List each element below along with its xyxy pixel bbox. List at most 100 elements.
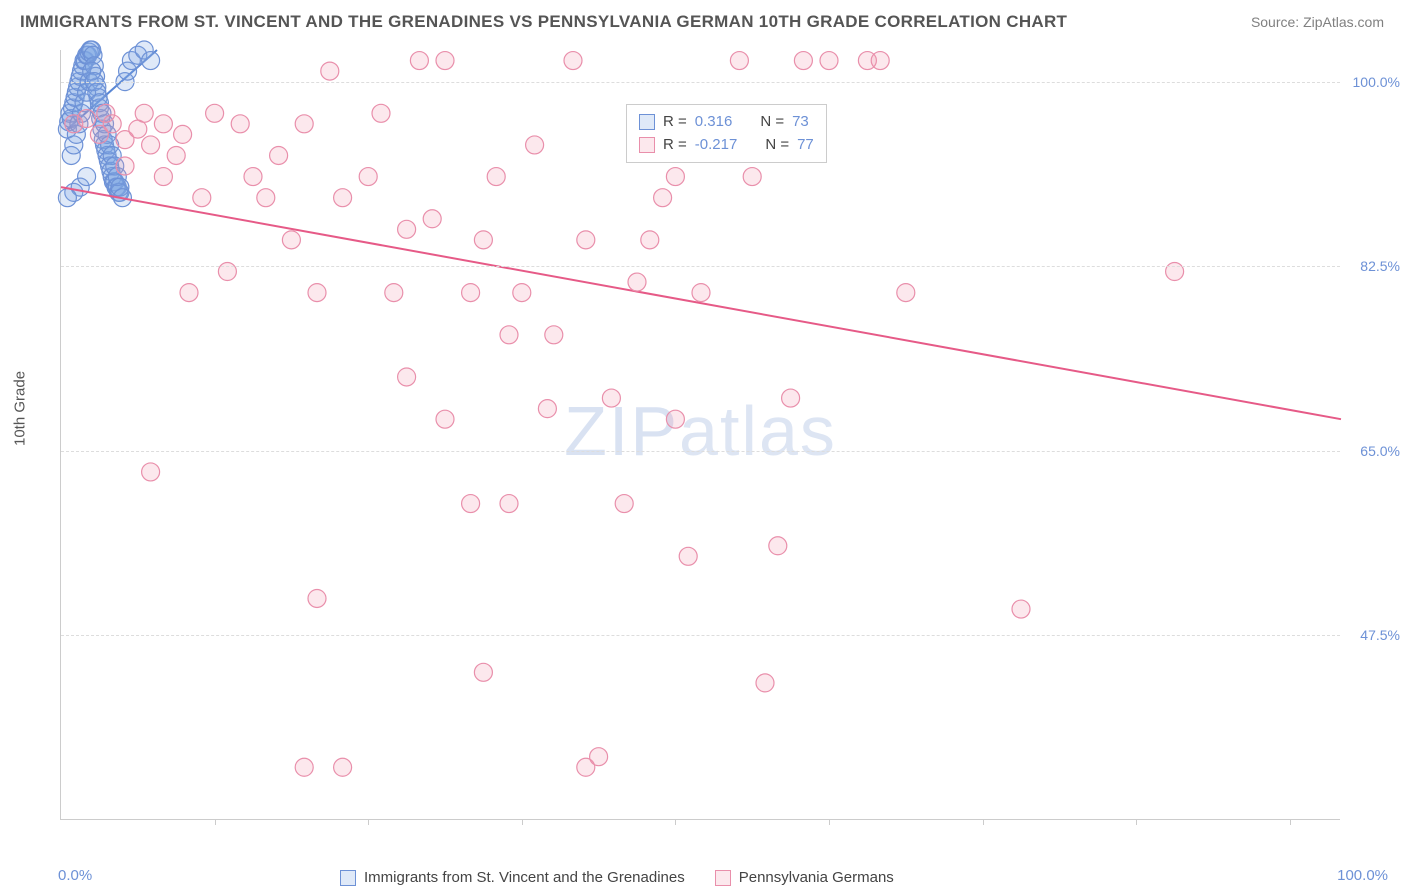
r-label: R = (663, 134, 687, 157)
data-point (769, 537, 787, 555)
data-point (78, 110, 96, 128)
legend-swatch (639, 114, 655, 130)
correlation-chart: IMMIGRANTS FROM ST. VINCENT AND THE GREN… (0, 0, 1406, 892)
data-point (474, 231, 492, 249)
data-point (564, 52, 582, 70)
data-point (462, 495, 480, 513)
chart-title: IMMIGRANTS FROM ST. VINCENT AND THE GREN… (20, 12, 1067, 32)
data-point (193, 189, 211, 207)
x-tick (1290, 819, 1291, 825)
data-point (590, 748, 608, 766)
n-label: N = (765, 134, 789, 157)
data-point (897, 284, 915, 302)
gridline (61, 82, 1340, 83)
data-point (321, 62, 339, 80)
data-point (462, 284, 480, 302)
plot-svg (61, 50, 1340, 819)
legend-label: Immigrants from St. Vincent and the Gren… (364, 869, 685, 886)
data-point (142, 52, 160, 70)
data-point (334, 189, 352, 207)
data-point (142, 463, 160, 481)
x-tick (368, 819, 369, 825)
legend-swatch (340, 870, 356, 886)
data-point (423, 210, 441, 228)
legend-swatch (715, 870, 731, 886)
data-point (513, 284, 531, 302)
data-point (385, 284, 403, 302)
legend-item: Pennsylvania Germans (715, 869, 894, 886)
x-axis-min-label: 0.0% (58, 867, 92, 884)
y-tick-label: 100.0% (1345, 74, 1400, 90)
data-point (257, 189, 275, 207)
data-point (174, 125, 192, 143)
data-point (871, 52, 889, 70)
data-point (206, 104, 224, 122)
n-value: 73 (792, 111, 809, 134)
data-point (218, 263, 236, 281)
legend-correlation: R =0.316N =73R =-0.217N =77 (626, 104, 827, 163)
plot-area: ZIPatlas R =0.316N =73R =-0.217N =77 47.… (60, 50, 1340, 820)
data-point (500, 495, 518, 513)
x-tick (1136, 819, 1137, 825)
data-point (436, 410, 454, 428)
data-point (180, 284, 198, 302)
data-point (410, 52, 428, 70)
data-point (602, 389, 620, 407)
x-tick (829, 819, 830, 825)
legend-series: Immigrants from St. Vincent and the Gren… (340, 869, 894, 886)
data-point (359, 168, 377, 186)
data-point (308, 589, 326, 607)
gridline (61, 266, 1340, 267)
y-tick-label: 82.5% (1345, 258, 1400, 274)
r-value: -0.217 (695, 134, 738, 157)
data-point (372, 104, 390, 122)
legend-row: R = -0.217 N = 77 (639, 134, 814, 157)
data-point (1166, 263, 1184, 281)
n-label: N = (760, 111, 784, 134)
data-point (270, 146, 288, 164)
data-point (97, 104, 115, 122)
legend-item: Immigrants from St. Vincent and the Gren… (340, 869, 685, 886)
legend-row: R = 0.316 N = 73 (639, 111, 814, 134)
gridline (61, 451, 1340, 452)
data-point (58, 189, 76, 207)
data-point (794, 52, 812, 70)
data-point (730, 52, 748, 70)
data-point (78, 168, 96, 186)
y-tick-label: 47.5% (1345, 627, 1400, 643)
r-value: 0.316 (695, 111, 733, 134)
data-point (154, 168, 172, 186)
n-value: 77 (797, 134, 814, 157)
x-axis-max-label: 100.0% (1337, 867, 1388, 884)
data-point (679, 547, 697, 565)
trend-line (61, 187, 1341, 419)
data-point (615, 495, 633, 513)
data-point (334, 758, 352, 776)
y-tick-label: 65.0% (1345, 443, 1400, 459)
data-point (820, 52, 838, 70)
data-point (641, 231, 659, 249)
data-point (436, 52, 454, 70)
x-tick (522, 819, 523, 825)
data-point (116, 157, 134, 175)
x-tick (983, 819, 984, 825)
data-point (308, 284, 326, 302)
r-label: R = (663, 111, 687, 134)
data-point (756, 674, 774, 692)
x-tick (215, 819, 216, 825)
gridline (61, 635, 1340, 636)
data-point (474, 663, 492, 681)
data-point (295, 758, 313, 776)
x-tick (675, 819, 676, 825)
data-point (135, 104, 153, 122)
data-point (666, 168, 684, 186)
data-point (398, 368, 416, 386)
y-axis-title: 10th Grade (12, 371, 29, 446)
data-point (244, 168, 262, 186)
data-point (154, 115, 172, 133)
data-point (142, 136, 160, 154)
data-point (743, 168, 761, 186)
data-point (577, 231, 595, 249)
data-point (654, 189, 672, 207)
data-point (545, 326, 563, 344)
